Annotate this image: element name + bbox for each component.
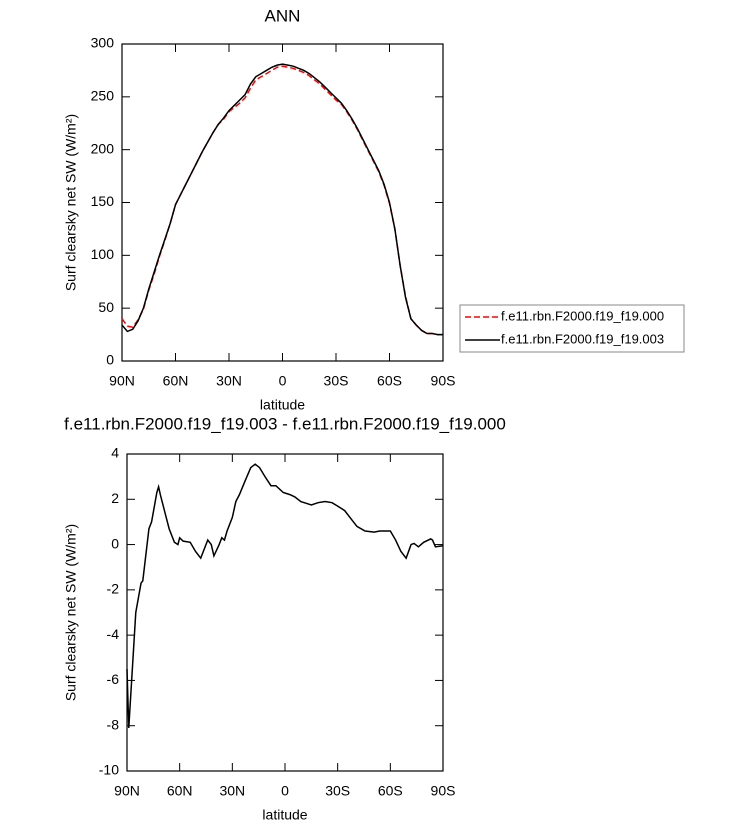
y-tick-label: -8 bbox=[107, 716, 120, 732]
y-tick-label: 2 bbox=[111, 490, 119, 506]
x-axis-label: latitude bbox=[260, 397, 305, 413]
plot-frame bbox=[121, 43, 444, 362]
y-tick-label: 50 bbox=[98, 299, 114, 315]
x-tick-label: 30N bbox=[219, 783, 245, 799]
y-tick-label: 150 bbox=[91, 193, 115, 209]
x-tick-label: 0 bbox=[279, 373, 287, 389]
y-tick-label: 250 bbox=[91, 88, 115, 104]
legend-label: f.e11.rbn.F2000.f19_f19.003 bbox=[501, 331, 664, 346]
plot-frame bbox=[126, 453, 444, 772]
legend-box bbox=[459, 304, 685, 353]
y-tick-label: 4 bbox=[111, 445, 119, 461]
y-tick-label: -10 bbox=[99, 762, 119, 778]
x-tick-label: 60N bbox=[163, 373, 189, 389]
x-tick-label: 60N bbox=[167, 783, 193, 799]
x-tick-label: 60S bbox=[378, 783, 403, 799]
y-tick-label: 300 bbox=[91, 35, 115, 51]
x-tick-label: 30N bbox=[216, 373, 242, 389]
y-tick-label: 0 bbox=[106, 352, 114, 368]
x-axis-label: latitude bbox=[262, 807, 307, 823]
y-axis-label: Surf clearsky net SW (W/m²) bbox=[63, 114, 79, 291]
x-tick-label: 90S bbox=[431, 783, 456, 799]
x-tick-label: 30S bbox=[324, 373, 349, 389]
data-line bbox=[121, 63, 443, 336]
y-tick-label: -6 bbox=[107, 671, 120, 687]
x-tick-label: 90N bbox=[114, 783, 140, 799]
data-line bbox=[126, 463, 444, 729]
y-tick-label: -4 bbox=[107, 626, 120, 642]
y-tick-label: 100 bbox=[91, 246, 115, 262]
y-tick-label: 0 bbox=[111, 535, 119, 551]
y-tick-label: 200 bbox=[91, 140, 115, 156]
x-tick-label: 0 bbox=[281, 783, 289, 799]
chart-title: f.e11.rbn.F2000.f19_f19.003 - f.e11.rbn.… bbox=[64, 414, 506, 433]
y-axis-label: Surf clearsky net SW (W/m²) bbox=[63, 524, 79, 701]
chart-title: ANN bbox=[265, 6, 301, 25]
y-tick-label: -2 bbox=[107, 581, 120, 597]
x-tick-label: 90N bbox=[109, 373, 135, 389]
x-tick-label: 30S bbox=[325, 783, 350, 799]
x-tick-label: 60S bbox=[377, 373, 402, 389]
x-tick-label: 90S bbox=[431, 373, 456, 389]
data-line bbox=[121, 65, 443, 336]
legend-label: f.e11.rbn.F2000.f19_f19.000 bbox=[501, 308, 664, 323]
